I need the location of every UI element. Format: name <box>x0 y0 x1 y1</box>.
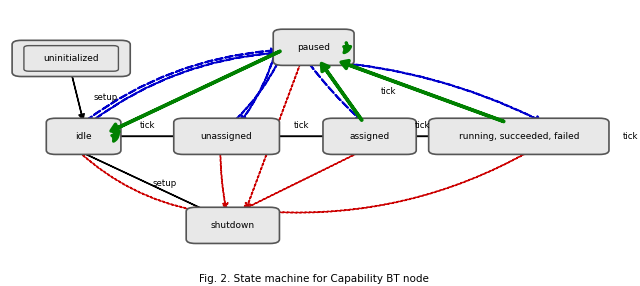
FancyArrowPatch shape <box>235 55 282 121</box>
FancyArrowPatch shape <box>86 48 276 121</box>
FancyArrowPatch shape <box>72 75 84 120</box>
Text: shutdown: shutdown <box>211 221 255 230</box>
FancyBboxPatch shape <box>273 29 354 65</box>
FancyArrowPatch shape <box>600 132 606 140</box>
Text: setup: setup <box>152 179 177 188</box>
FancyArrowPatch shape <box>341 61 504 122</box>
FancyBboxPatch shape <box>429 118 609 154</box>
FancyArrowPatch shape <box>267 152 529 215</box>
Text: setup: setup <box>93 93 118 102</box>
FancyArrowPatch shape <box>321 63 362 120</box>
FancyArrowPatch shape <box>309 63 362 121</box>
Text: assigned: assigned <box>349 132 390 141</box>
FancyArrowPatch shape <box>111 51 280 132</box>
FancyBboxPatch shape <box>24 46 118 71</box>
FancyArrowPatch shape <box>115 134 180 139</box>
FancyArrowPatch shape <box>246 64 300 209</box>
FancyBboxPatch shape <box>46 118 121 154</box>
FancyArrowPatch shape <box>271 222 276 229</box>
FancyArrowPatch shape <box>112 131 118 141</box>
FancyArrowPatch shape <box>220 153 228 209</box>
FancyArrowPatch shape <box>241 51 276 122</box>
Text: running, succeeded, failed: running, succeeded, failed <box>459 132 579 141</box>
FancyBboxPatch shape <box>12 40 130 77</box>
FancyBboxPatch shape <box>323 118 416 154</box>
Text: tick: tick <box>140 121 155 130</box>
Text: tick: tick <box>294 121 309 130</box>
FancyArrowPatch shape <box>273 134 330 139</box>
Text: uninitialized: uninitialized <box>44 54 99 63</box>
Text: paused: paused <box>297 43 330 52</box>
Text: unassigned: unassigned <box>201 132 252 141</box>
Text: idle: idle <box>76 132 92 141</box>
FancyArrowPatch shape <box>410 134 435 139</box>
FancyArrowPatch shape <box>80 151 205 210</box>
FancyBboxPatch shape <box>173 118 280 154</box>
FancyBboxPatch shape <box>186 207 280 243</box>
Text: tick: tick <box>381 87 396 96</box>
Text: tick: tick <box>415 121 430 130</box>
FancyArrowPatch shape <box>89 53 273 124</box>
FancyArrowPatch shape <box>326 61 541 121</box>
FancyArrowPatch shape <box>344 43 351 53</box>
FancyArrowPatch shape <box>79 152 199 213</box>
Text: tick: tick <box>623 132 639 141</box>
Text: Fig. 2. State machine for Capability BT node: Fig. 2. State machine for Capability BT … <box>198 274 429 284</box>
FancyArrowPatch shape <box>241 151 361 210</box>
